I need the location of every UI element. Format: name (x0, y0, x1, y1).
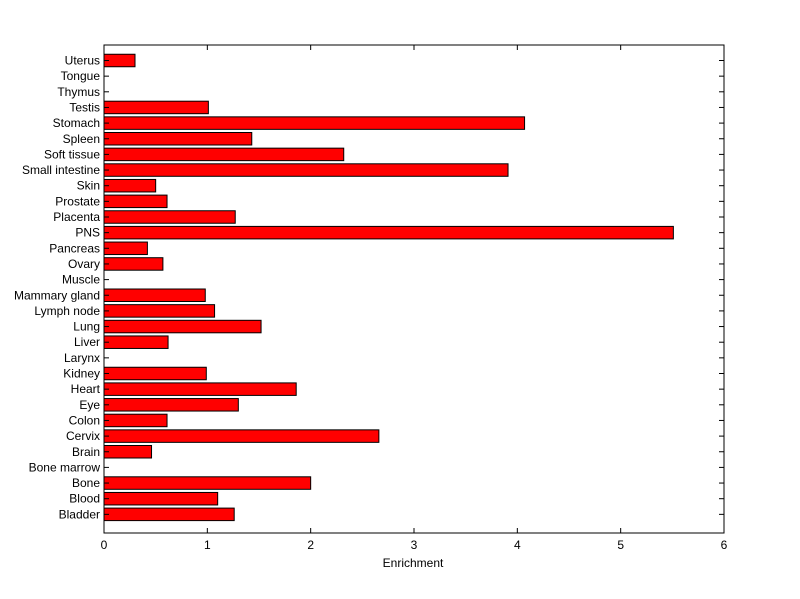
bar (103, 304, 216, 318)
y-tick-label: Bone (72, 476, 100, 490)
y-tick-label: Prostate (55, 194, 100, 208)
bar (103, 476, 312, 490)
bar (103, 491, 219, 506)
y-tick-label: Uterus (65, 54, 100, 68)
x-tick-label: 3 (411, 538, 418, 552)
y-tick-label: Testis (69, 100, 100, 114)
bar (103, 413, 168, 428)
bar (103, 382, 297, 396)
y-tick-label: Skin (77, 179, 100, 193)
bar (103, 398, 239, 412)
y-tick-label: Pancreas (49, 241, 100, 255)
x-tick-label: 0 (101, 538, 108, 552)
y-tick-label: Bone marrow (29, 460, 101, 474)
x-tick-label: 2 (307, 538, 314, 552)
y-tick-label: Spleen (63, 132, 100, 146)
bar (103, 225, 674, 240)
y-tick-label: Small intestine (22, 163, 100, 177)
bar (103, 429, 380, 443)
x-tick-label: 1 (204, 538, 211, 552)
bar (103, 194, 168, 209)
bar (103, 100, 209, 115)
bar (103, 445, 153, 459)
bar (103, 507, 235, 522)
y-tick-label: Thymus (57, 85, 100, 99)
bar (103, 163, 509, 177)
x-tick-label: 4 (514, 538, 521, 552)
y-tick-label: PNS (75, 226, 100, 240)
y-tick-label: Liver (74, 335, 100, 349)
y-tick-label: Bladder (59, 507, 100, 521)
bar (103, 132, 253, 146)
y-tick-label: Heart (71, 382, 101, 396)
y-tick-label: Larynx (64, 351, 100, 365)
bar (103, 288, 206, 302)
y-tick-label: Soft tissue (44, 147, 100, 161)
y-tick-label: Lung (73, 320, 100, 334)
y-tick-label: Brain (72, 445, 100, 459)
bar (103, 319, 262, 334)
y-tick-label: Placenta (53, 210, 100, 224)
y-tick-label: Lymph node (34, 304, 100, 318)
bar (103, 210, 236, 224)
y-tick-label: Kidney (63, 367, 100, 381)
y-tick-label: Muscle (62, 273, 100, 287)
y-tick-label: Blood (69, 492, 100, 506)
y-tick-label: Tongue (61, 69, 101, 83)
bar (103, 366, 207, 381)
y-tick-label: Cervix (66, 429, 100, 443)
bar (103, 335, 169, 349)
bar (103, 178, 157, 193)
x-axis-title: Enrichment (383, 556, 444, 570)
bar (103, 241, 148, 256)
bar (103, 147, 345, 162)
y-tick-label: Stomach (53, 116, 100, 130)
y-tick-label: Mammary gland (14, 288, 100, 302)
bar (103, 116, 526, 130)
x-tick-label: 5 (617, 538, 624, 552)
bar (103, 257, 164, 271)
y-tick-label: Eye (79, 398, 100, 412)
x-tick-label: 6 (721, 538, 728, 552)
y-tick-label: Ovary (68, 257, 100, 271)
y-tick-label: Colon (69, 413, 100, 427)
